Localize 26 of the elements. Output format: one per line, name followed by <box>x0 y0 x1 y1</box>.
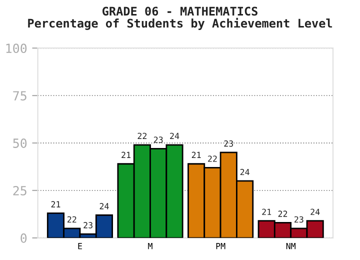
text: 24 <box>170 132 180 139</box>
chart-title: GRADE 06 - MATHEMATICS Percentage of Students by Achievement Level <box>28 6 332 30</box>
x-tick-label: NM <box>286 243 296 250</box>
y-tick-label: 0 <box>20 233 27 243</box>
text: 22 <box>278 210 288 217</box>
y-tick-label: 100 <box>6 44 27 54</box>
text: 21 <box>262 208 272 215</box>
text: 22 <box>208 156 217 162</box>
y-tick-label: 75 <box>13 91 26 101</box>
x-tick-label: PM <box>216 243 226 250</box>
text: 24 <box>310 208 320 215</box>
text: 24 <box>240 168 250 176</box>
x-tick-label: M <box>148 243 152 250</box>
text: 21 <box>122 152 130 158</box>
series-label: 23 <box>84 222 92 228</box>
text: 21 <box>192 152 201 158</box>
y-tick-label: 50 <box>13 138 27 148</box>
y-tick-label: 25 <box>13 186 26 196</box>
text: 23 <box>224 140 234 147</box>
series-label: 21 <box>51 201 60 208</box>
text: 23 <box>294 216 304 223</box>
series-label: 24 <box>100 203 109 210</box>
text: 23 <box>154 136 163 143</box>
x-tick-label: E <box>78 243 82 250</box>
text: 22 <box>138 132 146 139</box>
series-label: 22 <box>67 216 76 223</box>
